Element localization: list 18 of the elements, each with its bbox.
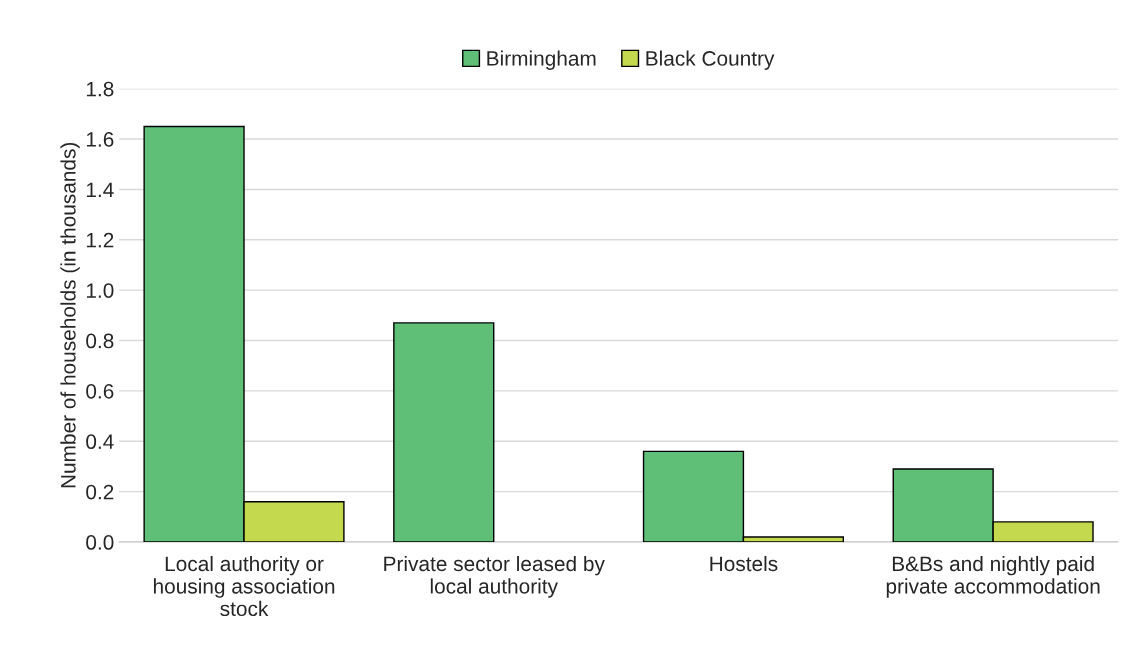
y-tick-label: 0.0	[86, 535, 114, 550]
x-tick-label: Private sector leased by local authority	[384, 555, 605, 598]
x-tick-label: Hostels	[710, 555, 778, 572]
y-tick-label: 1.4	[86, 182, 114, 197]
x-tick-label: B&Bs and nightly paid private accommodation	[886, 555, 1100, 598]
y-tick-label: 0.4	[86, 434, 114, 450]
legend-label: Birmingham	[487, 50, 596, 70]
y-tick-label: 1.0	[86, 283, 114, 298]
x-tick-label: Local authority or housing association stock	[153, 555, 335, 617]
y-axis-title: Number of households (in thousands)	[60, 142, 80, 488]
y-tick-label: 1.6	[86, 132, 114, 147]
legend-label: Black Country	[646, 50, 775, 70]
y-tick-label: 1.2	[86, 232, 114, 248]
y-tick-label: 0.8	[86, 333, 114, 349]
y-tick-label: 0.6	[86, 383, 114, 399]
y-tick-label: 0.2	[86, 484, 114, 500]
bar	[393, 322, 495, 543]
y-tick-label: 1.8	[86, 81, 114, 97]
